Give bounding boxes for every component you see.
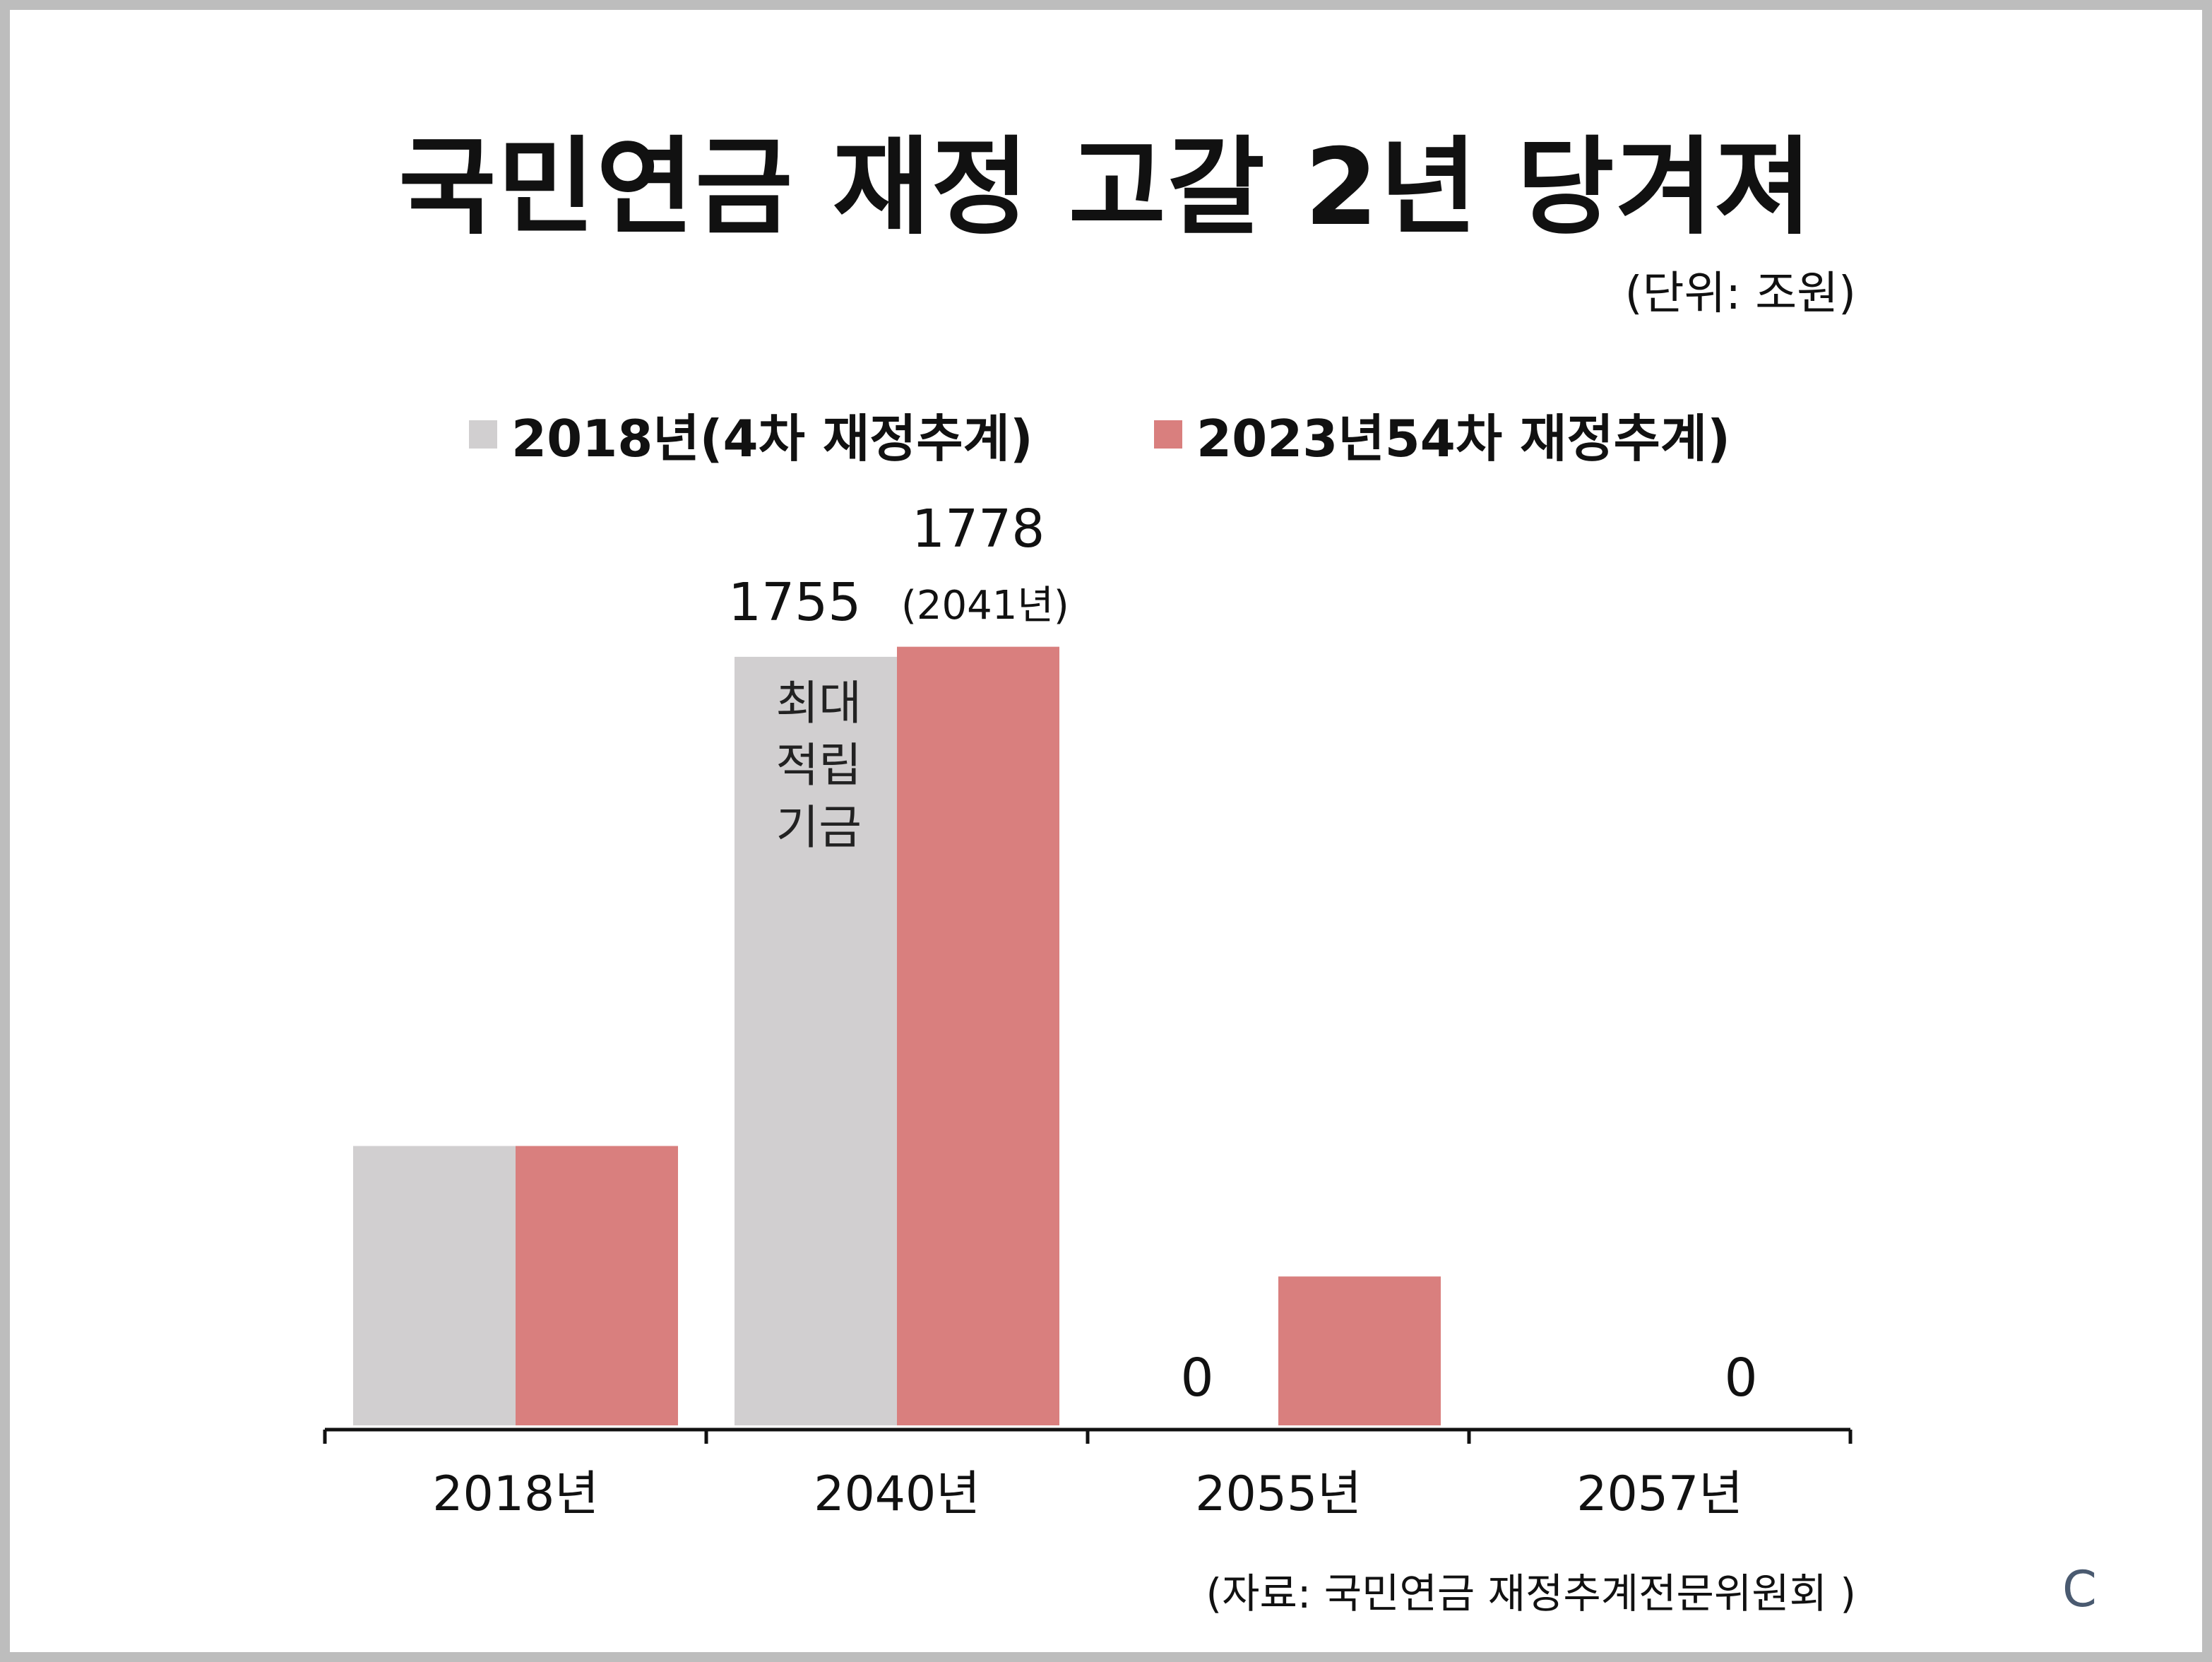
x-tick-label: 2040년 <box>814 1466 980 1522</box>
bar-annotation-line: 기금 <box>775 800 862 855</box>
annotation-1778: 1778 <box>912 498 1045 559</box>
annotation-zero-2055: 0 <box>1180 1348 1214 1408</box>
bar-chart: 2018년 2040년 2055년 2057년 <box>323 646 1853 1522</box>
x-tick-label: 2055년 <box>1195 1466 1362 1522</box>
bar-2023-2 <box>1278 1276 1441 1425</box>
x-tick-label: 2018년 <box>432 1466 599 1522</box>
bar-annotation-line: 최대 <box>775 675 862 730</box>
x-tick-label: 2057년 <box>1576 1466 1743 1522</box>
legend-swatch-2023 <box>1154 420 1182 449</box>
annotation-zero-2057: 0 <box>1724 1348 1758 1408</box>
bar-annotation-line: 적립 <box>775 737 862 793</box>
unit-label: (단위: 조원) <box>1624 268 1856 320</box>
legend-swatch-2018 <box>469 420 497 449</box>
legend-item-2018: 2018년(4차 재정추계) <box>469 397 1033 471</box>
annotation-1778-year: (2041년) <box>901 582 1069 629</box>
source-note: (자료: 국민연금 재정추계전문위원회 ) <box>1206 1569 1856 1618</box>
watermark-letter: C <box>2062 1560 2097 1618</box>
bar-2023-1 <box>897 646 1059 1425</box>
bar-2018-0 <box>353 1146 516 1425</box>
legend-item-2023: 2023년54차 재정추계) <box>1154 397 1730 471</box>
legend-label-2018: 2018년(4차 재정추계) <box>511 409 1033 468</box>
annotation-1755: 1755 <box>728 571 862 633</box>
legend-label-2023: 2023년54차 재정추계) <box>1196 409 1730 468</box>
bar-annotation-max-fund: 최대 적립 기금 <box>776 672 862 859</box>
bar-2018-1 <box>735 656 897 1425</box>
chart-frame: 국민연금 재정 고갈 2년 당겨져 (단위: 조원) 2018년(4차 재정추계… <box>10 10 2202 1652</box>
bar-2023-0 <box>516 1146 678 1425</box>
chart-title: 국민연금 재정 고갈 2년 당겨져 <box>398 126 1814 249</box>
